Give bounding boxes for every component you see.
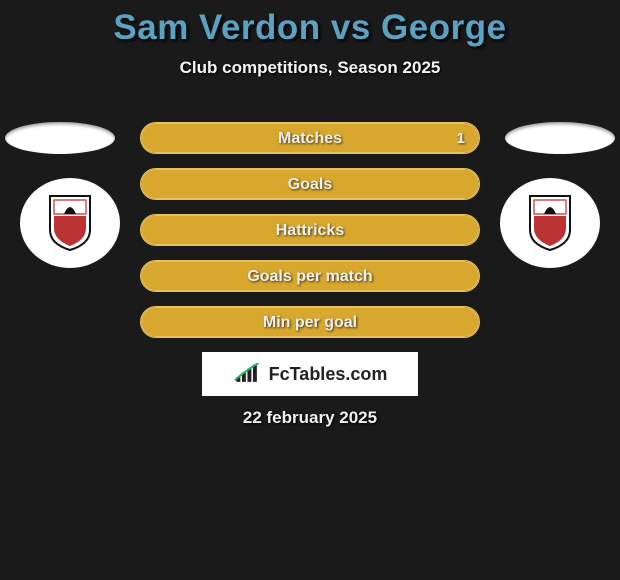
club-shield-icon: [526, 194, 574, 252]
stat-label: Hattricks: [276, 222, 344, 239]
club-badge-left: [20, 178, 120, 268]
club-shield-icon: [46, 194, 94, 252]
club-badge-right: [500, 178, 600, 268]
stat-label: Goals: [288, 176, 332, 193]
date-label: 22 february 2025: [0, 408, 620, 428]
bar-chart-icon: [233, 363, 265, 385]
stat-row: Hattricks: [140, 214, 480, 246]
stat-row: Min per goal: [140, 306, 480, 338]
stat-label: Goals per match: [247, 268, 372, 285]
subtitle: Club competitions, Season 2025: [0, 58, 620, 78]
page-title: Sam Verdon vs George: [0, 0, 620, 48]
stat-row: Goals per match: [140, 260, 480, 292]
stat-row: Goals: [140, 168, 480, 200]
stat-value-right: 1: [457, 123, 465, 154]
source-logo: FcTables.com: [202, 352, 418, 396]
stat-label: Matches: [278, 130, 342, 147]
comparison-bars: Matches 1 Goals Hattricks Goals per match Min…: [140, 122, 480, 352]
source-logo-text: FcTables.com: [269, 364, 388, 385]
stat-row: Matches 1: [140, 122, 480, 154]
player-head-right: [505, 122, 615, 154]
player-head-left: [5, 122, 115, 154]
stat-label: Min per goal: [263, 314, 357, 331]
